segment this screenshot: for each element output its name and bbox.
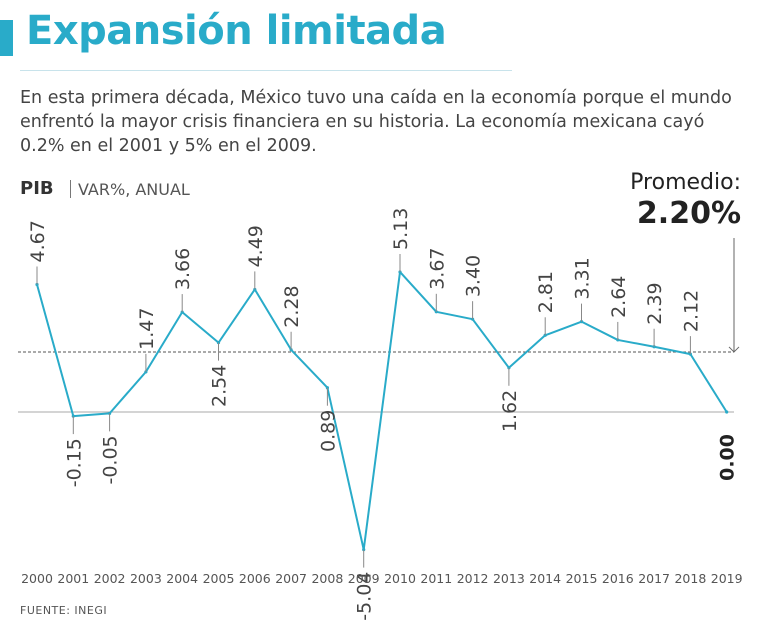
x-tick-label: 2009: [348, 571, 380, 586]
x-tick-label: 2004: [166, 571, 198, 586]
data-label: 4.67: [27, 220, 49, 262]
x-tick-label: 2012: [457, 571, 489, 586]
data-label: 0.00: [717, 434, 739, 481]
x-tick-label: 2005: [203, 571, 235, 586]
x-tick-label: 2000: [21, 571, 53, 586]
indicator-unit: VAR%, ANUAL: [78, 180, 190, 199]
data-point: [725, 410, 729, 414]
indicator-separator: [70, 180, 71, 198]
data-label: 2.28: [281, 285, 303, 327]
data-label: 3.67: [426, 247, 448, 289]
x-tick-label: 2018: [674, 571, 706, 586]
title-accent-bar: [0, 20, 13, 56]
data-label: 2.39: [644, 282, 666, 324]
x-tick-label: 2019: [711, 571, 743, 586]
x-tick-label: 2013: [493, 571, 525, 586]
data-label: 1.47: [136, 308, 158, 350]
data-label: 3.31: [572, 257, 594, 299]
average-value: 2.20%: [636, 196, 741, 231]
x-tick-label: 2002: [94, 571, 126, 586]
data-label: 2.54: [209, 365, 231, 407]
x-tick-label: 2016: [602, 571, 634, 586]
data-label: 2.64: [608, 276, 630, 318]
source-note: FUENTE: INEGI: [20, 604, 108, 617]
x-tick-label: 2015: [566, 571, 598, 586]
x-tick-label: 2008: [311, 571, 343, 586]
data-label: 0.89: [317, 410, 339, 452]
average-arrow-icon: [728, 346, 740, 353]
data-label: 2.81: [535, 271, 557, 313]
average-label: Promedio:: [630, 170, 741, 195]
data-label: -0.15: [63, 438, 85, 487]
x-tick-label: 2010: [384, 571, 416, 586]
data-label: -5.04: [354, 572, 376, 621]
title-divider: [20, 70, 512, 71]
series-line: [36, 270, 728, 551]
x-tick-label: 2014: [529, 571, 561, 586]
x-tick-label: 2003: [130, 571, 162, 586]
data-label: 3.66: [172, 248, 194, 290]
x-tick-label: 2017: [638, 571, 670, 586]
x-tick-label: 2011: [420, 571, 452, 586]
data-label: 2.12: [680, 290, 702, 332]
page-title: Expansión limitada: [26, 8, 447, 54]
data-label: 1.62: [499, 390, 521, 432]
data-label: 4.49: [245, 225, 267, 267]
page-subtitle: En esta primera década, México tuvo una …: [20, 88, 732, 156]
data-label: 5.13: [390, 208, 412, 250]
x-tick-label: 2006: [239, 571, 271, 586]
data-label: -0.05: [100, 435, 122, 484]
x-tick-label: 2007: [275, 571, 307, 586]
indicator-name: PIB: [20, 178, 54, 199]
data-label: 3.40: [463, 255, 485, 297]
x-tick-label: 2001: [57, 571, 89, 586]
